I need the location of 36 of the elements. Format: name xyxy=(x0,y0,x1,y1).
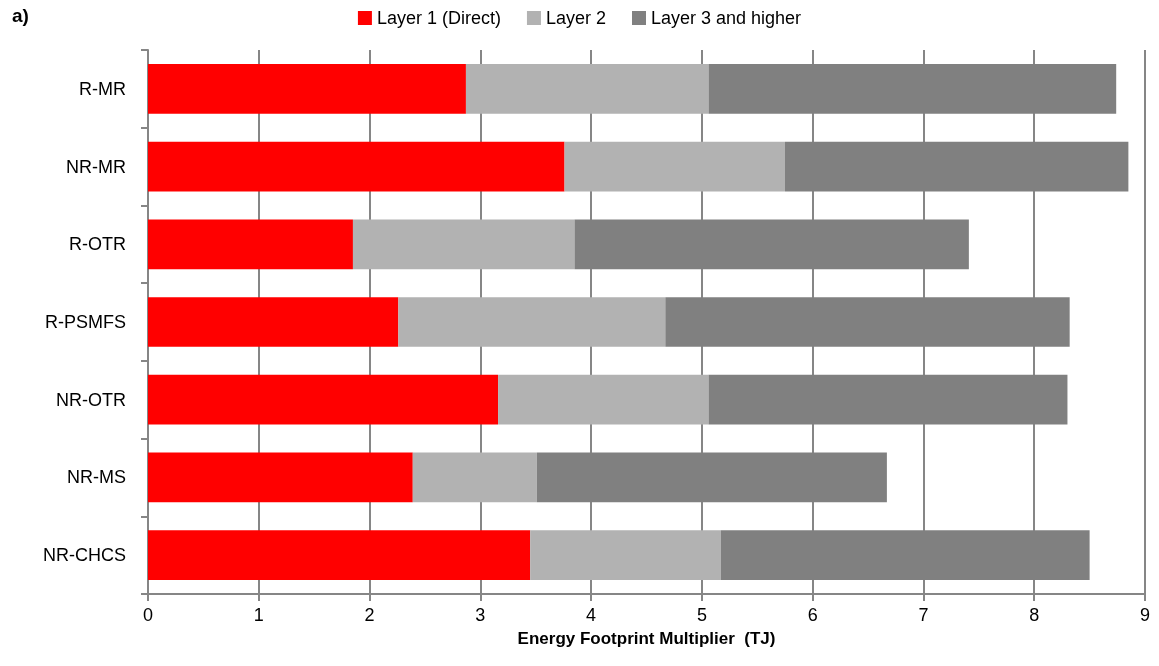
y-tick-label: R-OTR xyxy=(69,234,126,255)
bar xyxy=(148,63,466,114)
x-tick-label: 2 xyxy=(364,605,375,625)
y-tick-label: R-MR xyxy=(79,78,126,99)
bar xyxy=(530,530,721,581)
x-tick-label: 4 xyxy=(586,605,597,625)
y-tick-label: NR-CHCS xyxy=(43,545,126,566)
bar xyxy=(398,297,666,347)
y-tick-label: NR-MS xyxy=(67,467,126,488)
x-tick-label: 9 xyxy=(1139,605,1151,625)
text: a) xyxy=(12,5,29,26)
x-tick-label: 1 xyxy=(253,605,264,625)
y-tick-label: NR-OTR xyxy=(56,389,126,410)
y-tick-label: NR-MR xyxy=(66,156,126,177)
bar xyxy=(412,452,537,503)
bar xyxy=(148,452,413,503)
x-tick-label: 6 xyxy=(807,605,818,625)
bar xyxy=(564,141,785,192)
legend-label: Layer 2 xyxy=(545,8,606,28)
bar xyxy=(498,374,709,425)
bar xyxy=(148,530,531,581)
x-tick-label: 8 xyxy=(1029,605,1040,625)
x-axis-title: Energy Footprint Multiplier (TJ) xyxy=(517,629,776,648)
bar xyxy=(465,63,709,114)
legend-label: Layer 3 and higher xyxy=(650,8,802,28)
y-tick-label: R-PSMFS xyxy=(45,312,126,332)
bar xyxy=(148,219,353,270)
legend-label: Layer 1 (Direct) xyxy=(376,8,501,28)
x-tick-label: 0 xyxy=(142,605,154,625)
bar xyxy=(148,297,399,347)
bar xyxy=(148,141,565,192)
bar xyxy=(352,219,575,270)
bar xyxy=(148,374,499,425)
x-tick-label: 3 xyxy=(475,605,486,625)
x-tick-label: 7 xyxy=(918,605,929,625)
x-tick-label: 5 xyxy=(696,605,707,625)
